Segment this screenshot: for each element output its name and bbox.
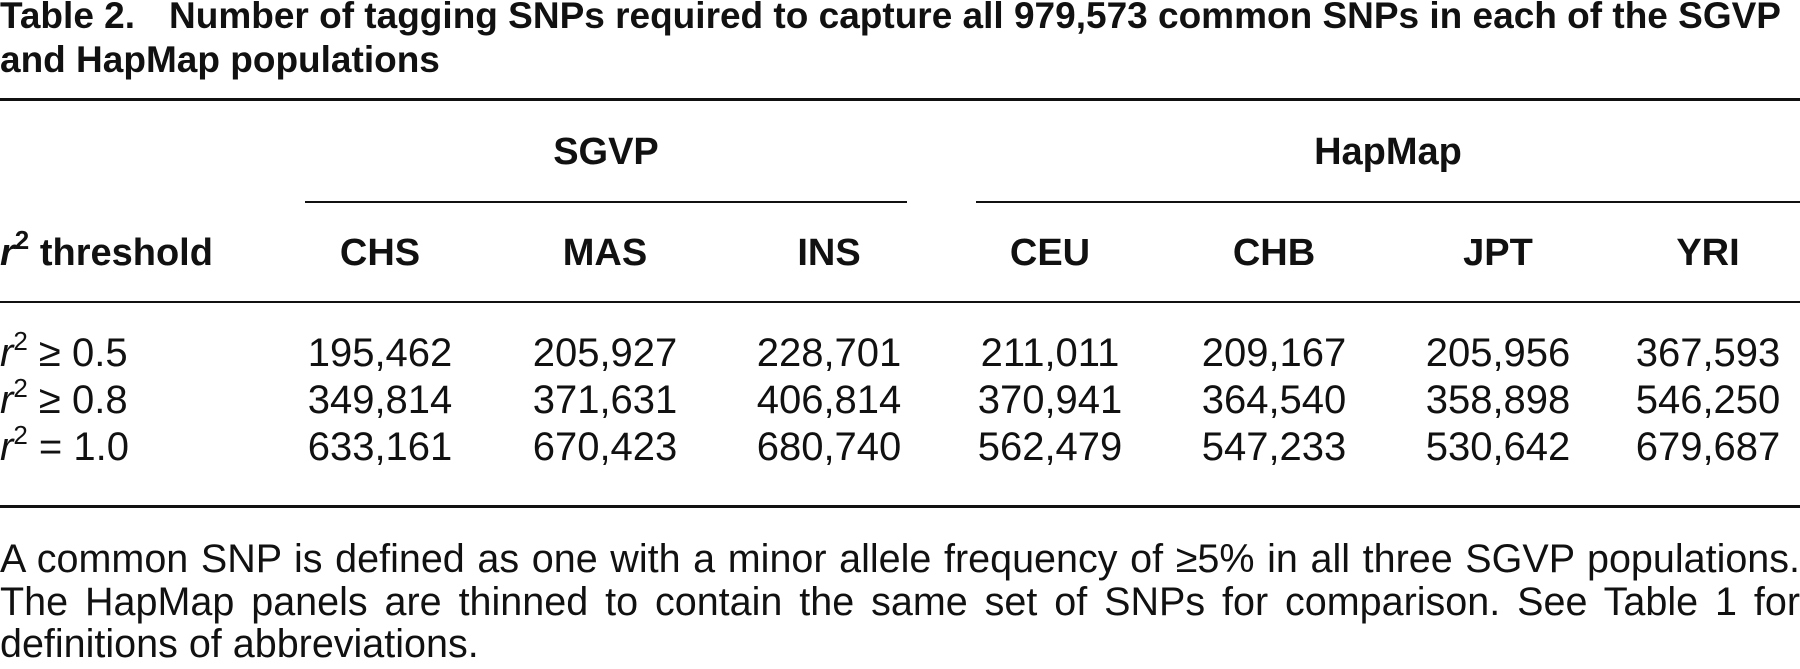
table-title: Table 2. Number of tagging SNPs required … — [0, 0, 1800, 82]
table-cell: 370,941 — [977, 378, 1123, 422]
column-header-ceu: CEU — [1009, 232, 1091, 274]
group-header-sgvp: SGVP — [553, 131, 659, 173]
column-header-chs: CHS — [339, 232, 421, 274]
r-variable: r — [0, 378, 14, 422]
table-cell: 562,479 — [977, 425, 1123, 469]
threshold-label: threshold — [29, 232, 213, 274]
column-header-mas: MAS — [562, 232, 648, 274]
header-rule — [0, 301, 1800, 303]
column-header-chb: CHB — [1232, 232, 1316, 274]
row-label: r2 ≥ 0.5 — [0, 328, 128, 376]
column-header-ins: INS — [797, 232, 861, 274]
table-cell: 670,423 — [532, 425, 678, 469]
r-variable: r — [0, 425, 14, 469]
r-variable: r — [0, 331, 14, 375]
table-footnote: A common SNP is defined as one with a mi… — [0, 537, 1800, 666]
table-cell: 680,740 — [756, 425, 902, 469]
table-cell: 679,687 — [1635, 425, 1781, 469]
table-cell: 633,161 — [307, 425, 453, 469]
table-caption: Number of tagging SNPs required to captu… — [0, 0, 1781, 80]
group-header-hapmap: HapMap — [1314, 131, 1462, 173]
row-label: r2 = 1.0 — [0, 422, 129, 470]
table-cell: 530,642 — [1425, 425, 1571, 469]
table-cell: 406,814 — [756, 378, 902, 422]
table-cell: 358,898 — [1425, 378, 1571, 422]
sgvp-underline — [305, 201, 907, 203]
hapmap-underline — [976, 201, 1800, 203]
table-cell: 205,927 — [532, 331, 678, 375]
table-cell: 195,462 — [307, 331, 453, 375]
table-cell: 367,593 — [1635, 331, 1781, 375]
r-variable: r — [0, 232, 15, 274]
superscript: 2 — [13, 326, 28, 356]
row-label: r2 ≥ 0.8 — [0, 375, 128, 423]
table-cell: 209,167 — [1201, 331, 1347, 375]
threshold-condition: = 1.0 — [27, 425, 129, 469]
superscript: 2 — [14, 225, 30, 255]
threshold-condition: ≥ 0.5 — [27, 331, 128, 375]
table-cell: 228,701 — [756, 331, 902, 375]
threshold-condition: ≥ 0.8 — [27, 378, 128, 422]
column-header-jpt: JPT — [1463, 232, 1533, 274]
superscript: 2 — [13, 420, 28, 450]
column-header-yri: YRI — [1676, 232, 1740, 274]
bottom-rule — [0, 505, 1800, 508]
row-label-header: r2 threshold — [0, 227, 213, 276]
table-cell: 364,540 — [1201, 378, 1347, 422]
table-cell: 205,956 — [1425, 331, 1571, 375]
table-label: Table 2. — [0, 0, 136, 36]
top-rule — [0, 98, 1800, 101]
superscript: 2 — [13, 373, 28, 403]
table-cell: 547,233 — [1201, 425, 1347, 469]
table-cell: 211,011 — [980, 331, 1120, 375]
table-cell: 546,250 — [1635, 378, 1781, 422]
table-cell: 371,631 — [532, 378, 678, 422]
table-cell: 349,814 — [307, 378, 453, 422]
